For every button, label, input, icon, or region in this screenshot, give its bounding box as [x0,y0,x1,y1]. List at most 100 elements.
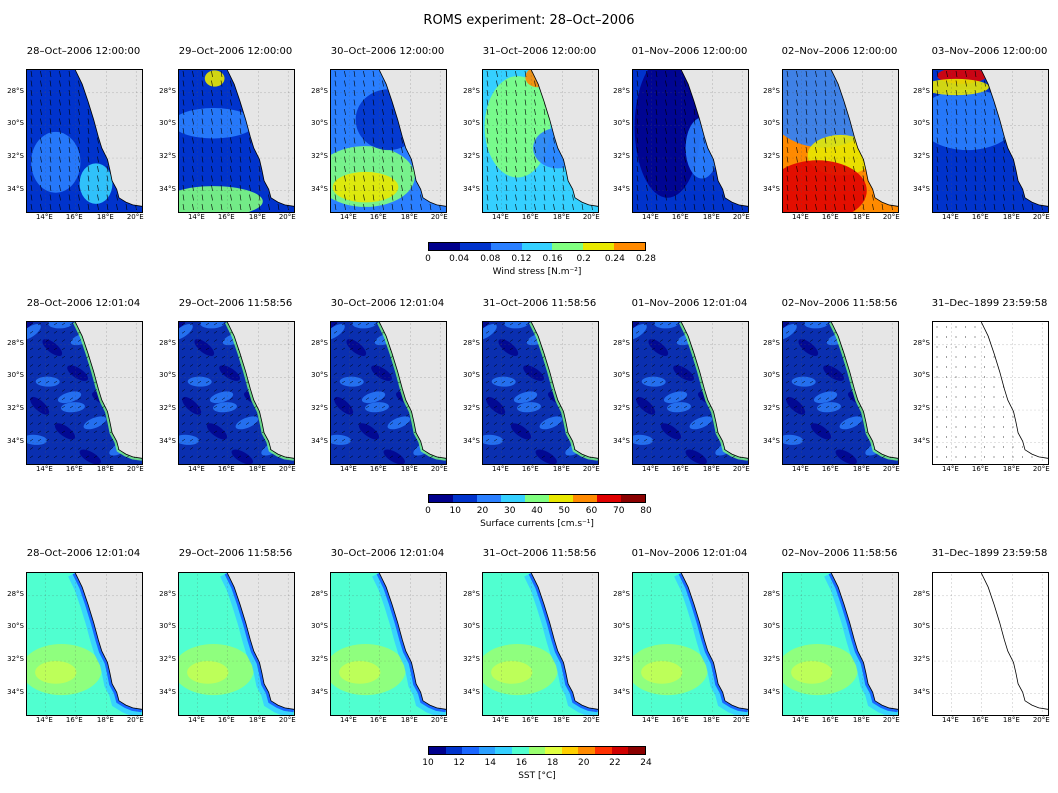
colorbar-tick-label: 60 [585,506,598,516]
lon-tick-label: 18°E [1002,716,1020,724]
map-panel-sst-1 [26,572,143,716]
map-panel-currents-6 [782,321,899,465]
lon-tick-label: 18°E [1002,465,1020,473]
panel-title: 30–Oct–2006 12:01:04 [330,548,445,559]
colorbar-tick-label: 24 [640,758,652,768]
lat-tick-label: 32°S [7,152,24,161]
colorbar-tick-label: 0.08 [480,254,501,264]
colorbar-tick-label: 0.24 [604,254,625,264]
lon-tick-label: 18°E [248,465,266,473]
lon-tick-label: 16°E [821,716,839,724]
lon-tick-label: 20°E [882,465,900,473]
panel-title: 01–Nov–2006 12:00:00 [631,46,748,57]
lon-tick-label: 18°E [96,465,114,473]
colorbar-swatch [611,747,629,754]
lat-tick-label: 28°S [613,86,630,95]
lon-tick-label: 14°E [491,465,509,473]
lat-tick-label: 34°S [613,184,630,193]
lat-tick-label: 34°S [763,687,780,696]
lat-tick-label: 28°S [763,589,780,598]
map-plot [783,70,898,212]
lat-tick-label: 30°S [7,119,24,128]
lat-tick-label: 32°S [613,404,630,413]
lon-tick-label: 16°E [217,716,235,724]
map-plot [933,70,1048,212]
map-panel-wind-7 [932,69,1049,213]
colorbar-tick-label: 0.28 [635,254,657,264]
colorbar-wind [428,242,646,251]
lon-tick-label: 16°E [65,465,83,473]
map-panel-sst-2 [178,572,295,716]
lat-tick-label: 34°S [311,687,328,696]
lon-tick-label: 14°E [941,716,959,724]
colorbar-label: Wind stress [N.m⁻²] [492,267,582,277]
colorbar-tick-label: 0 [425,506,431,516]
lat-tick-label: 34°S [463,184,480,193]
lon-tick-label: 20°E [1032,465,1050,473]
lat-tick-label: 30°S [613,371,630,380]
lat-tick-label: 34°S [311,436,328,445]
colorbar-swatch [614,243,646,250]
panel-title: 29–Oct–2006 12:00:00 [178,46,293,57]
colorbar-swatch [561,747,579,754]
map-plot [331,70,446,212]
lon-tick-label: 16°E [369,716,387,724]
lon-tick-label: 16°E [821,213,839,221]
lat-tick-label: 30°S [159,371,176,380]
map-panel-wind-3 [330,69,447,213]
colorbar-swatch [549,495,573,502]
map-panel-sst-3 [330,572,447,716]
panel-title: 31–Dec–1899 23:59:58 [931,298,1048,309]
lat-tick-label: 34°S [763,184,780,193]
colorbar-swatch [552,243,584,250]
lat-tick-label: 28°S [7,86,24,95]
lat-tick-label: 34°S [463,436,480,445]
colorbar-currents [428,494,646,503]
colorbar-swatch [545,747,562,754]
map-panel-currents-2 [178,321,295,465]
colorbar-sst [428,746,646,755]
lon-tick-label: 18°E [400,213,418,221]
map-plot [483,70,598,212]
colorbar-label: Surface currents [cm.s⁻¹] [480,519,594,529]
lon-tick-label: 18°E [702,465,720,473]
lat-tick-label: 30°S [159,119,176,128]
map-panel-wind-6 [782,69,899,213]
lat-tick-label: 28°S [311,338,328,347]
lon-tick-label: 18°E [852,213,870,221]
lon-tick-label: 20°E [430,213,448,221]
lon-tick-label: 20°E [882,716,900,724]
lat-tick-label: 32°S [311,152,328,161]
lat-tick-label: 32°S [7,404,24,413]
lon-tick-label: 16°E [671,465,689,473]
lon-tick-label: 18°E [702,213,720,221]
lon-tick-label: 16°E [521,716,539,724]
colorbar-tick-label: 40 [531,506,543,516]
colorbar-swatch [628,747,645,754]
lon-tick-label: 16°E [65,213,83,221]
colorbar-swatch [429,747,446,754]
map-panel-sst-7 [932,572,1049,716]
lat-tick-label: 28°S [613,338,630,347]
colorbar-swatch [495,747,513,754]
map-plot [179,322,294,464]
colorbar-tick-label: 20 [476,506,489,516]
lat-tick-label: 34°S [159,687,176,696]
colorbar-tick-label: 0.04 [449,254,470,264]
lat-tick-label: 30°S [763,119,780,128]
panel-title: 30–Oct–2006 12:01:04 [330,298,445,309]
panel-title: 03–Nov–2006 12:00:00 [931,46,1048,57]
lat-tick-label: 34°S [913,436,930,445]
map-panel-sst-6 [782,572,899,716]
lon-tick-label: 16°E [521,465,539,473]
lat-tick-label: 28°S [913,86,930,95]
map-plot [483,573,598,715]
colorbar-tick-label: 30 [504,506,516,516]
map-plot [27,322,142,464]
lat-tick-label: 30°S [763,371,780,380]
panel-title: 28–Oct–2006 12:01:04 [26,298,141,309]
lat-tick-label: 32°S [311,655,328,664]
lat-tick-label: 28°S [463,589,480,598]
panel-title: 31–Oct–2006 11:58:56 [482,298,597,309]
colorbar-swatch [621,495,645,502]
